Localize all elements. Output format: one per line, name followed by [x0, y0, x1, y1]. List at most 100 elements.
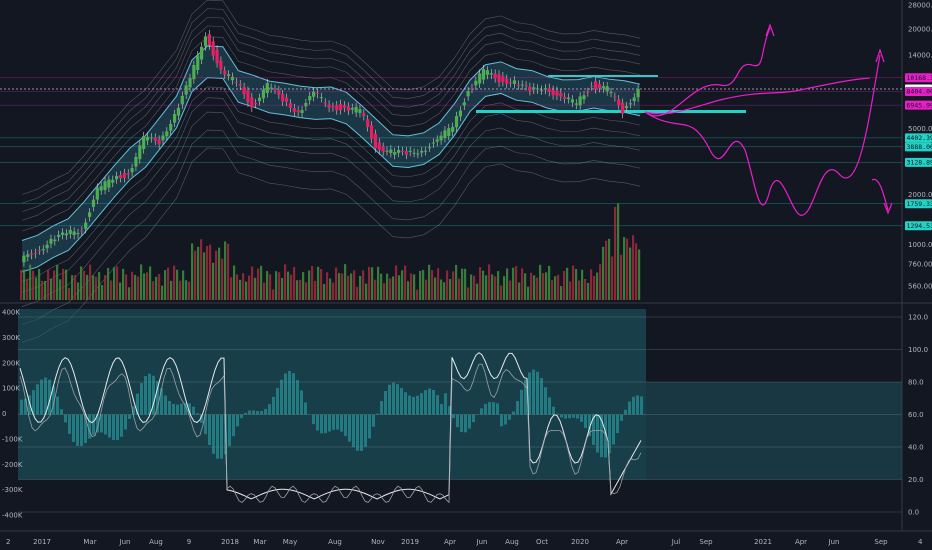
volume-bar: [77, 282, 80, 300]
candle-body: [470, 87, 474, 89]
volume-bar: [98, 272, 101, 300]
osc-right-tick: 20.0: [908, 476, 924, 484]
candle-body: [389, 149, 393, 154]
volume-bar: [473, 275, 476, 300]
osc-histogram-bar: [332, 414, 335, 430]
volume-bar: [398, 275, 401, 300]
volume-bar: [479, 267, 482, 300]
osc-histogram-bar: [72, 414, 75, 442]
volume-bar: [401, 270, 404, 300]
candle-body: [49, 238, 53, 244]
volume-bar: [221, 258, 224, 300]
osc-histogram-bar: [464, 414, 467, 433]
x-tick-label: Sep: [699, 538, 713, 546]
volume-bar: [89, 264, 92, 300]
volume-bar: [200, 239, 203, 300]
candle-body: [176, 107, 181, 116]
horizontal-levels: 10168.368696.658404.006945.994402.393888…: [0, 73, 932, 231]
x-tick-label: Apr: [444, 538, 456, 546]
osc-histogram-bar: [184, 402, 187, 415]
osc-histogram-bar: [444, 393, 447, 415]
volume-bar: [314, 280, 317, 300]
candle-body: [296, 110, 300, 113]
candle-body: [424, 150, 428, 152]
corner-label-left: 2: [6, 538, 10, 546]
candle-body: [443, 130, 447, 139]
volume-bar: [371, 267, 374, 300]
candle-body: [578, 96, 582, 106]
price-tick-label: 5000.00: [908, 125, 932, 133]
osc-histogram-bar: [500, 414, 503, 427]
band-line: [21, 77, 641, 273]
oscillator-shade: [18, 309, 646, 480]
candle-body: [80, 230, 84, 232]
osc-histogram-bar: [44, 377, 47, 415]
forecast-path: [644, 54, 881, 216]
volume-bar: [59, 279, 62, 300]
osc-histogram-bar: [360, 414, 363, 451]
volume-bar: [263, 282, 266, 300]
volume-bar: [326, 272, 329, 300]
osc-histogram-bar: [636, 395, 639, 415]
osc-histogram-bar: [336, 414, 339, 430]
volume-bar: [347, 275, 350, 300]
volume-bar: [323, 284, 326, 300]
osc-histogram-bar: [512, 411, 515, 415]
volume-bar: [197, 246, 200, 300]
volume-bar: [374, 279, 377, 300]
volume-bar: [515, 266, 518, 300]
price-badge-label: 1294.51: [907, 222, 932, 230]
candle-body: [366, 119, 370, 128]
candle-body: [555, 90, 559, 96]
osc-histogram-bar: [76, 414, 79, 446]
candle-body: [532, 87, 536, 90]
band-line: [21, 147, 641, 343]
candle-body: [288, 103, 293, 108]
candle-body: [261, 89, 266, 99]
osc-histogram-bar: [36, 384, 39, 415]
volume-bar: [455, 264, 458, 300]
volume-bar: [632, 235, 635, 300]
forecast-path: [644, 27, 771, 117]
volume-bar: [23, 269, 26, 300]
volume-bar: [521, 268, 524, 300]
candle-body: [590, 85, 594, 87]
volume-bar: [362, 270, 365, 300]
osc-histogram-bar: [576, 414, 579, 419]
osc-histogram-bar: [616, 414, 619, 434]
band-line: [21, 86, 641, 282]
price-tick-label: 2000.00: [908, 191, 932, 199]
osc-left-tick: 100K: [2, 385, 20, 393]
x-tick-label: Jul: [671, 538, 681, 546]
osc-histogram-bar: [220, 414, 223, 459]
osc-histogram-bar: [428, 388, 431, 415]
forecast-arrowhead: [883, 202, 893, 215]
osc-histogram-bar: [176, 404, 179, 415]
forecast-paths: [644, 23, 893, 216]
band-line: [21, 0, 641, 195]
osc-histogram-bar: [172, 403, 175, 415]
volume-bar: [434, 277, 437, 300]
candle-body: [609, 92, 613, 94]
osc-histogram-bar: [256, 411, 259, 415]
volume-bar: [62, 268, 65, 300]
volume-bar: [539, 264, 542, 300]
osc-histogram-bar: [324, 414, 327, 434]
corner-label-right: 4: [918, 538, 923, 546]
candle-body: [26, 254, 30, 257]
candle-body: [593, 81, 598, 90]
candle-body: [447, 128, 451, 136]
candle-body: [435, 139, 439, 142]
candle-body: [624, 106, 629, 109]
band-line: [21, 16, 641, 213]
price-badge: [905, 157, 932, 167]
oscillator-pane: [18, 309, 902, 513]
volume-bar: [419, 270, 422, 300]
osc-right-tick: 120.0: [908, 314, 928, 322]
volume-bar: [587, 282, 590, 300]
price-badge-label: 1759.33: [907, 200, 932, 208]
osc-histogram-bar: [120, 414, 123, 437]
candle-body: [613, 96, 617, 98]
candle-body: [524, 85, 528, 87]
